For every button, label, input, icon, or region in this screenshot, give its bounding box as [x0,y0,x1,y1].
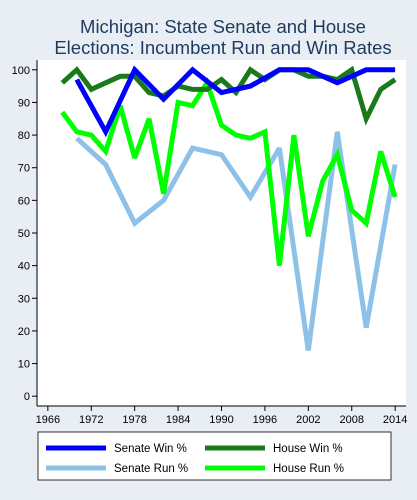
legend-label-senate-run-pct: Senate Run % [114,463,188,475]
y-tick-label: 10 [18,359,30,371]
x-axis: 1966 1972 1978 1984 1990 1996 2002 2008 2014 [36,405,407,426]
legend-label-house-win-pct: House Win % [273,443,343,455]
series-line-senate-win-pct [74,65,396,138]
x-tick-label: 1972 [79,414,103,426]
y-tick-label: 100 [12,65,30,77]
x-tick-label: 1990 [209,414,233,426]
y-tick-label: 50 [18,228,30,240]
y-axis: 0 10 20 30 40 50 60 70 80 90 100 [12,60,38,406]
y-tick-label: 30 [18,293,30,305]
x-tick-label: 1966 [36,414,60,426]
x-tick-label: 1984 [166,414,190,426]
y-tick-label: 60 [18,195,30,207]
x-tick-label: 1996 [253,414,277,426]
series-lines [60,65,398,351]
legend-label-house-run-pct: House Run % [273,463,344,475]
y-tick-label: 40 [18,261,30,273]
legend-box [37,431,392,481]
series-line-house-win-pct [60,65,397,126]
legend-label-senate-win-pct: Senate Win % [114,443,187,455]
chart-title-line-1: Michigan: State Senate and House [80,16,366,37]
y-tick-label: 0 [24,391,30,403]
y-tick-label: 90 [18,97,30,109]
y-tick-label: 20 [18,326,30,338]
x-tick-label: 2008 [339,414,363,426]
x-tick-label: 2014 [383,414,407,426]
y-tick-label: 80 [18,130,30,142]
y-tick-label: 70 [18,163,30,175]
x-tick-label: 1978 [122,414,146,426]
legend: Senate Win % House Win % Senate Run % House… [37,431,392,481]
chart-title-line-2: Elections: Incumbent Run and Win Rates [54,37,391,58]
x-tick-label: 2002 [296,414,320,426]
series-line-house-run-pct [60,77,398,266]
